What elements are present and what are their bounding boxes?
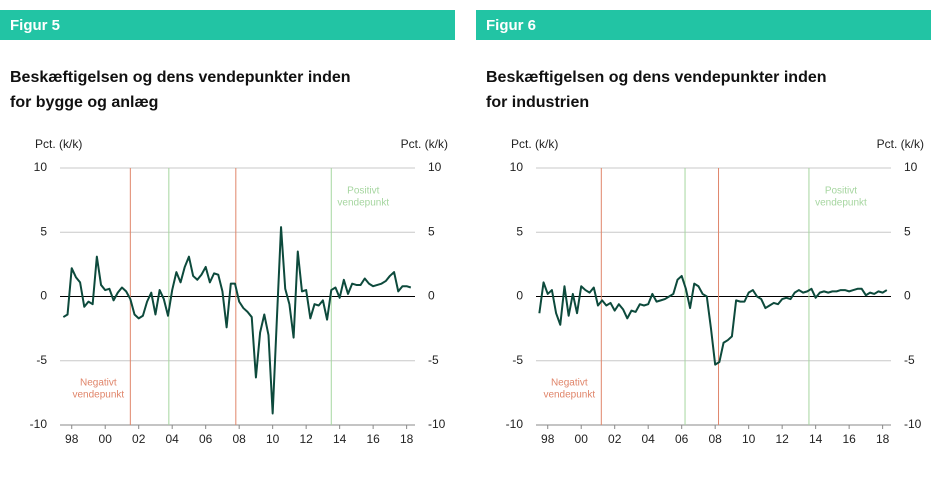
- y2-tick-label: -5: [428, 353, 439, 367]
- chart-title: for bygge og anlæg: [10, 94, 158, 111]
- figure-label: Figur 5: [10, 17, 60, 34]
- turning-point-label: vendepunkt: [815, 198, 867, 209]
- turning-point-label: vendepunkt: [337, 198, 389, 209]
- y2-tick-label: -10: [428, 417, 446, 431]
- chart-title: Beskæftigelsen og dens vendepunkter inde…: [10, 69, 351, 86]
- y2-axis-label: Pct. (k/k): [401, 137, 448, 151]
- x-tick-label: 00: [575, 432, 589, 446]
- x-tick-label: 10: [266, 432, 280, 446]
- x-tick-label: 00: [99, 432, 113, 446]
- chart-title: Beskæftigelsen og dens vendepunkter inde…: [486, 69, 827, 86]
- y-tick-label: -5: [36, 353, 47, 367]
- figure-header: [476, 10, 931, 40]
- y-tick-label: -5: [512, 353, 523, 367]
- turning-point-label: vendepunkt: [72, 390, 124, 401]
- x-tick-label: 02: [132, 432, 146, 446]
- y-tick-label: 0: [40, 289, 47, 303]
- x-tick-label: 14: [333, 432, 347, 446]
- y-axis-label: Pct. (k/k): [35, 137, 82, 151]
- turning-point-label: Negativt: [80, 378, 117, 389]
- data-line: [538, 274, 888, 366]
- turning-point-label: Negativt: [551, 378, 588, 389]
- turning-point-label: vendepunkt: [543, 390, 595, 401]
- figure-header: [0, 10, 455, 40]
- y2-axis-label: Pct. (k/k): [877, 137, 924, 151]
- x-tick-label: 08: [708, 432, 722, 446]
- y2-tick-label: 5: [904, 224, 911, 238]
- x-tick-label: 06: [675, 432, 689, 446]
- y2-tick-label: -5: [904, 353, 915, 367]
- y-tick-label: 5: [516, 224, 523, 238]
- x-tick-label: 12: [299, 432, 313, 446]
- chart-title: for industrien: [486, 94, 589, 111]
- data-line: [62, 226, 412, 415]
- x-tick-label: 18: [400, 432, 414, 446]
- y-tick-label: 10: [34, 160, 48, 174]
- x-tick-label: 04: [642, 432, 656, 446]
- figure-label: Figur 6: [486, 17, 536, 34]
- y-tick-label: 0: [516, 289, 523, 303]
- x-tick-label: 12: [775, 432, 789, 446]
- turning-point-label: Positivt: [825, 186, 857, 197]
- y2-tick-label: 10: [904, 160, 918, 174]
- x-tick-label: 02: [608, 432, 622, 446]
- x-tick-label: 06: [199, 432, 213, 446]
- turning-point-label: Positivt: [347, 186, 379, 197]
- y2-tick-label: 10: [428, 160, 442, 174]
- y-tick-label: 5: [40, 224, 47, 238]
- y-axis-label: Pct. (k/k): [511, 137, 558, 151]
- x-tick-label: 14: [809, 432, 823, 446]
- y2-tick-label: 5: [428, 224, 435, 238]
- y2-tick-label: 0: [904, 289, 911, 303]
- x-tick-label: 08: [232, 432, 246, 446]
- x-tick-label: 10: [742, 432, 756, 446]
- x-tick-label: 04: [166, 432, 180, 446]
- x-tick-label: 16: [842, 432, 856, 446]
- x-tick-label: 18: [876, 432, 890, 446]
- x-tick-label: 98: [65, 432, 79, 446]
- y-tick-label: -10: [30, 417, 48, 431]
- y2-tick-label: 0: [428, 289, 435, 303]
- y-tick-label: 10: [510, 160, 524, 174]
- y-tick-label: -10: [506, 417, 524, 431]
- x-tick-label: 98: [541, 432, 555, 446]
- x-tick-label: 16: [366, 432, 380, 446]
- y2-tick-label: -10: [904, 417, 922, 431]
